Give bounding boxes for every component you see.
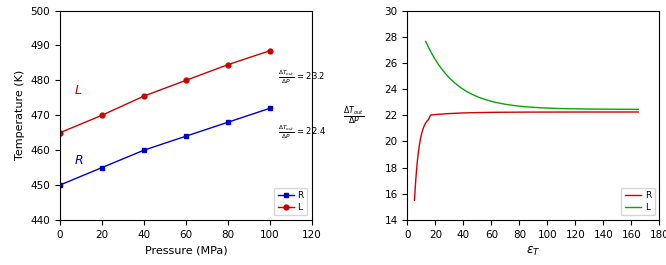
L: [98, 114, 106, 117]
L: [616, 108, 624, 111]
X-axis label: Pressure (MPa): Pressure (MPa): [145, 245, 227, 255]
Text: $\frac{\Delta T_{out}}{\Delta P}$ = 22.4: $\frac{\Delta T_{out}}{\Delta P}$ = 22.4: [278, 124, 326, 142]
Y-axis label: $\frac{\Delta T_{out}}{\Delta P}$: $\frac{\Delta T_{out}}{\Delta P}$: [344, 104, 364, 127]
R: [592, 111, 600, 114]
R: [140, 149, 148, 152]
L: [478, 97, 486, 100]
R: [611, 111, 619, 114]
Text: $\frac{\Delta T_{out}}{\Delta P}$ = 23.2: $\frac{\Delta T_{out}}{\Delta P}$ = 23.2: [278, 68, 326, 86]
Line: L: L: [426, 41, 638, 109]
R: [601, 111, 609, 114]
L: [634, 108, 642, 111]
Text: L: L: [75, 84, 82, 97]
L: [422, 40, 430, 43]
L: [182, 79, 190, 82]
L: [56, 131, 64, 134]
R: [182, 135, 190, 138]
L: [266, 49, 274, 52]
R: [224, 121, 232, 124]
R: [56, 183, 64, 187]
X-axis label: $\varepsilon_T$: $\varepsilon_T$: [526, 245, 541, 258]
L: [434, 63, 442, 66]
L: [623, 108, 631, 111]
Text: R: R: [75, 154, 83, 167]
Legend: R, L: R, L: [621, 188, 655, 215]
L: [462, 89, 470, 92]
L: [430, 56, 438, 59]
Line: L: L: [57, 48, 272, 135]
Line: R: R: [57, 106, 272, 188]
R: [410, 199, 418, 202]
L: [224, 63, 232, 66]
Line: R: R: [414, 112, 638, 200]
R: [414, 160, 422, 163]
R: [98, 166, 106, 169]
R: [509, 111, 517, 114]
L: [140, 95, 148, 98]
R: [634, 111, 642, 114]
R: [266, 107, 274, 110]
Legend: R, L: R, L: [274, 188, 307, 215]
R: [556, 111, 564, 114]
Y-axis label: Temperature (K): Temperature (K): [15, 70, 25, 160]
